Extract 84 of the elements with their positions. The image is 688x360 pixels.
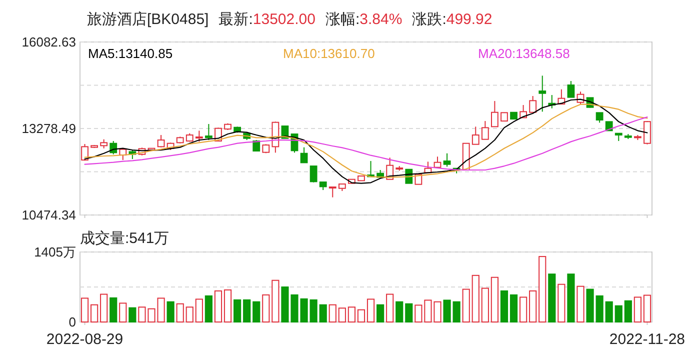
bar bbox=[272, 280, 280, 322]
candlestick bbox=[205, 124, 212, 141]
bar bbox=[90, 304, 98, 322]
y-tick-label: 1405万 bbox=[34, 244, 76, 260]
bar bbox=[262, 294, 270, 322]
bar bbox=[376, 304, 384, 322]
bar bbox=[490, 276, 498, 322]
bar bbox=[328, 304, 336, 322]
candlestick bbox=[481, 120, 489, 140]
candlestick bbox=[300, 146, 308, 164]
bar bbox=[567, 274, 575, 322]
candlestick bbox=[310, 166, 318, 183]
candlestick bbox=[328, 186, 336, 198]
bar bbox=[605, 301, 613, 322]
text: MA5:13140.85 bbox=[88, 46, 173, 61]
bar bbox=[643, 294, 652, 322]
bar bbox=[405, 303, 413, 322]
candlestick bbox=[443, 152, 451, 168]
bar bbox=[529, 290, 537, 322]
bar bbox=[520, 296, 528, 322]
candlestick bbox=[529, 96, 537, 113]
text: 涨幅:3.84% bbox=[325, 11, 402, 28]
candlestick bbox=[195, 130, 203, 142]
bar bbox=[500, 290, 508, 322]
bar bbox=[586, 288, 594, 322]
bar bbox=[614, 305, 622, 322]
bar bbox=[128, 307, 136, 322]
bar bbox=[310, 299, 318, 322]
candlestick bbox=[538, 75, 546, 112]
text: 最新:13502.00 bbox=[218, 11, 316, 28]
bar bbox=[348, 306, 356, 322]
bar bbox=[414, 304, 422, 322]
text: MA20:13648.58 bbox=[478, 46, 570, 61]
bar bbox=[576, 286, 584, 322]
bar bbox=[472, 274, 480, 322]
candlestick bbox=[491, 100, 498, 128]
candlestick bbox=[157, 134, 165, 148]
bar bbox=[396, 301, 404, 322]
bar bbox=[204, 295, 212, 322]
bar bbox=[366, 298, 375, 322]
y-tick-label: 10474.34 bbox=[22, 208, 76, 222]
y-tick-label: 0 bbox=[68, 314, 76, 330]
bar bbox=[186, 306, 194, 322]
bar bbox=[110, 297, 118, 322]
bar bbox=[510, 294, 518, 322]
bar bbox=[624, 300, 632, 322]
chart-title: 成交量:541万 bbox=[80, 230, 170, 247]
y-tick-label: 13278.49 bbox=[22, 121, 76, 136]
bar bbox=[234, 299, 242, 322]
bar bbox=[481, 288, 489, 322]
bar bbox=[176, 303, 184, 322]
candlestick bbox=[644, 120, 651, 145]
bar bbox=[634, 296, 642, 322]
x-tick-label: 2022-08-29 bbox=[46, 331, 124, 348]
candlestick bbox=[596, 112, 604, 124]
bar bbox=[452, 301, 460, 322]
bar bbox=[100, 294, 108, 322]
candlestick bbox=[252, 140, 260, 152]
bar bbox=[357, 309, 366, 322]
bar bbox=[119, 302, 127, 322]
bar bbox=[195, 298, 203, 322]
bar bbox=[596, 295, 604, 322]
bar bbox=[462, 288, 470, 322]
candlestick bbox=[100, 138, 108, 149]
candlestick bbox=[472, 126, 480, 145]
bar bbox=[214, 290, 222, 322]
text: 涨跌:499.92 bbox=[412, 11, 492, 28]
bar bbox=[386, 294, 394, 322]
x-tick-label: 2022-11-28 bbox=[609, 331, 686, 348]
bar bbox=[166, 301, 174, 322]
bar bbox=[224, 289, 232, 322]
bar bbox=[443, 300, 451, 322]
bar bbox=[548, 274, 556, 322]
y-tick-label: 16082.63 bbox=[22, 34, 76, 50]
chart-title: 旅游酒店[BK0485] bbox=[87, 11, 209, 28]
bar bbox=[80, 298, 89, 322]
candlestick bbox=[567, 80, 575, 98]
bar bbox=[558, 284, 566, 322]
bar bbox=[538, 256, 546, 322]
bar bbox=[252, 301, 260, 322]
bar bbox=[338, 308, 346, 322]
bar bbox=[319, 304, 327, 322]
bar bbox=[243, 299, 251, 322]
text: MA10:13610.70 bbox=[283, 46, 375, 61]
